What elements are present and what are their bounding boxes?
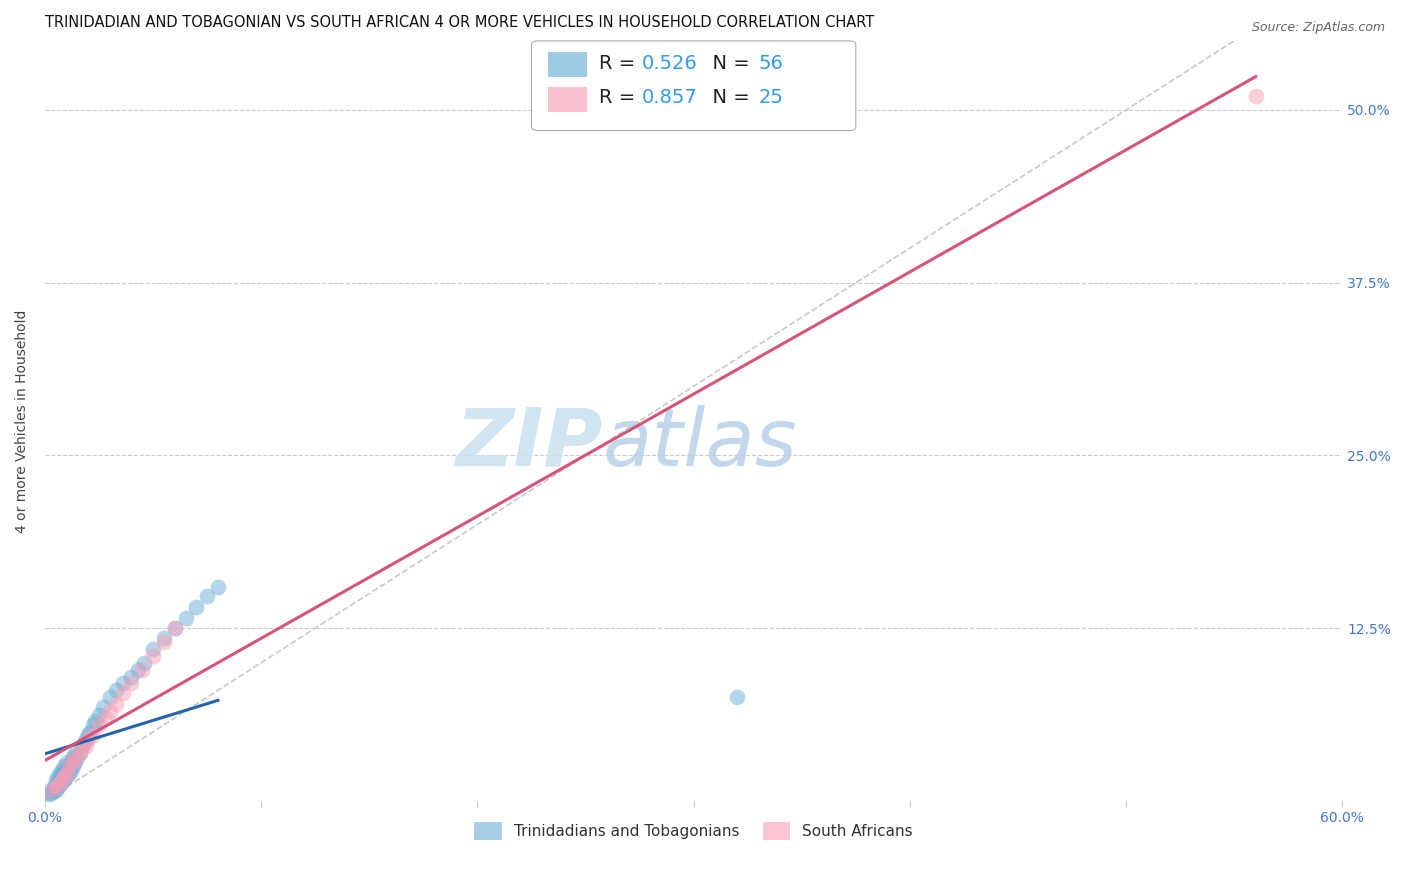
Point — [163, 621, 186, 635]
Point — [41, 782, 63, 797]
Point — [142, 641, 165, 656]
Text: N =: N = — [700, 54, 756, 73]
Point — [1244, 89, 1267, 103]
Point — [62, 755, 84, 769]
Point — [83, 714, 105, 728]
Point — [82, 727, 104, 741]
Point — [69, 746, 91, 760]
Point — [120, 676, 142, 690]
Point — [65, 746, 87, 760]
Text: 56: 56 — [758, 54, 783, 73]
Point — [163, 621, 186, 635]
Legend: Trinidadians and Tobagonians, South Africans: Trinidadians and Tobagonians, South Afri… — [468, 815, 920, 847]
Point — [98, 704, 121, 718]
Point — [62, 759, 84, 773]
Point — [45, 773, 67, 788]
Text: 0.526: 0.526 — [641, 54, 697, 73]
FancyBboxPatch shape — [531, 41, 856, 130]
Point — [51, 773, 73, 788]
Point — [79, 724, 101, 739]
Text: 25: 25 — [758, 88, 783, 107]
Point — [105, 683, 128, 698]
Point — [55, 766, 77, 780]
Point — [111, 676, 134, 690]
Point — [62, 749, 84, 764]
Point — [70, 741, 93, 756]
Point — [174, 611, 197, 625]
Point — [725, 690, 748, 705]
Point — [131, 663, 153, 677]
Point — [55, 769, 77, 783]
Y-axis label: 4 or more Vehicles in Household: 4 or more Vehicles in Household — [15, 310, 30, 533]
Point — [59, 755, 82, 769]
Point — [53, 766, 76, 780]
Point — [55, 755, 77, 769]
Point — [120, 669, 142, 683]
Point — [49, 766, 72, 780]
Point — [46, 777, 69, 791]
Point — [45, 777, 67, 791]
Point — [59, 764, 82, 778]
Text: TRINIDADIAN AND TOBAGONIAN VS SOUTH AFRICAN 4 OR MORE VEHICLES IN HOUSEHOLD CORR: TRINIDADIAN AND TOBAGONIAN VS SOUTH AFRI… — [45, 15, 875, 30]
Point — [42, 780, 65, 794]
Point — [53, 772, 76, 786]
Point — [55, 764, 77, 778]
Text: R =: R = — [599, 54, 641, 73]
FancyBboxPatch shape — [548, 53, 588, 77]
Point — [58, 766, 80, 780]
Point — [195, 590, 218, 604]
Point — [82, 718, 104, 732]
Point — [87, 708, 110, 723]
Point — [58, 759, 80, 773]
Point — [127, 663, 149, 677]
Point — [69, 746, 91, 760]
Point — [53, 769, 76, 783]
Point — [134, 656, 156, 670]
Point — [75, 731, 97, 746]
Point — [49, 777, 72, 791]
Point — [49, 772, 72, 786]
Point — [153, 635, 176, 649]
Point — [77, 727, 100, 741]
Point — [75, 739, 97, 753]
Point — [73, 736, 96, 750]
Point — [53, 759, 76, 773]
Point — [41, 782, 63, 797]
Point — [207, 580, 229, 594]
Point — [94, 711, 117, 725]
Point — [58, 759, 80, 773]
Point — [70, 739, 93, 753]
Point — [46, 774, 69, 789]
Point — [98, 690, 121, 705]
Text: R =: R = — [599, 88, 641, 107]
Text: Source: ZipAtlas.com: Source: ZipAtlas.com — [1251, 21, 1385, 34]
Text: ZIP: ZIP — [456, 405, 603, 483]
Point — [65, 755, 87, 769]
Point — [51, 764, 73, 778]
Point — [87, 718, 110, 732]
Text: N =: N = — [700, 88, 756, 107]
Point — [51, 769, 73, 783]
Point — [51, 774, 73, 789]
Point — [46, 769, 69, 783]
Point — [142, 648, 165, 663]
Point — [38, 787, 60, 801]
Point — [105, 697, 128, 711]
Point — [186, 600, 208, 615]
Point — [66, 749, 89, 764]
Point — [93, 700, 115, 714]
Point — [153, 631, 176, 645]
Point — [42, 784, 65, 798]
Point — [111, 686, 134, 700]
Point — [41, 786, 63, 800]
Point — [65, 752, 87, 766]
Point — [46, 780, 69, 794]
FancyBboxPatch shape — [548, 87, 588, 112]
Point — [45, 782, 67, 797]
Text: atlas: atlas — [603, 405, 797, 483]
Point — [45, 780, 67, 794]
Point — [77, 731, 100, 746]
Text: 0.857: 0.857 — [641, 88, 697, 107]
